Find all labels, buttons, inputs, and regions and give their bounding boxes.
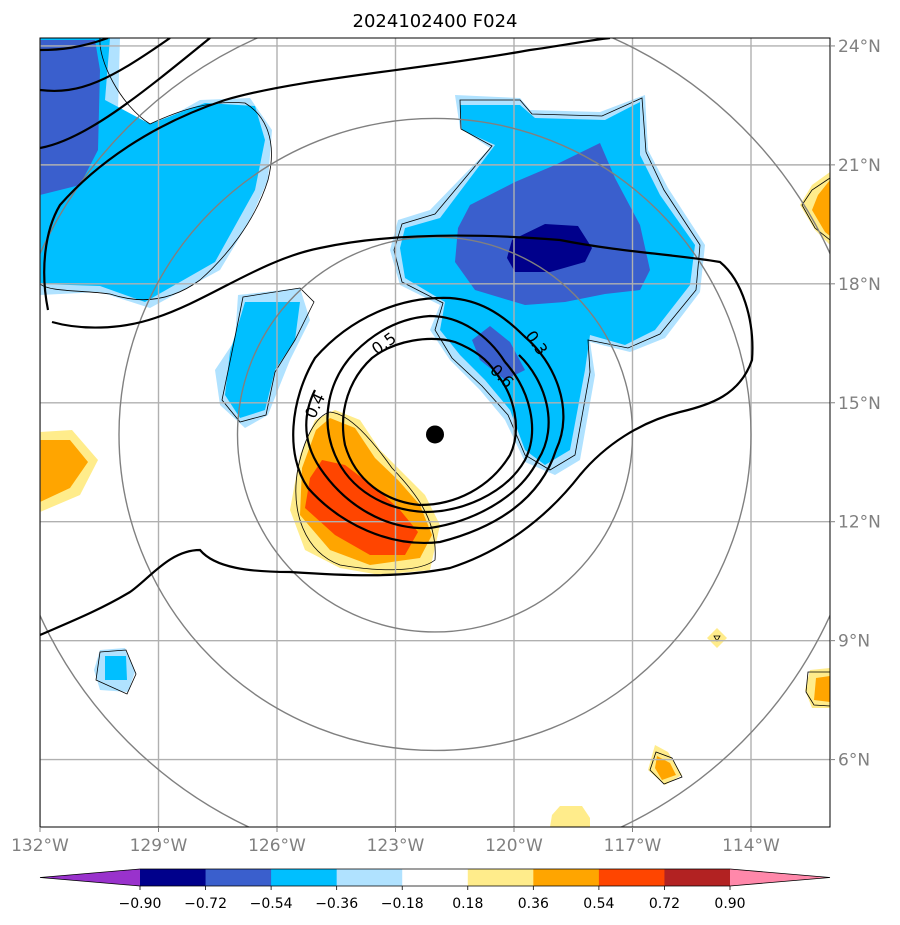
colorbar: −0.90 −0.72 −0.54 −0.36 −0.18 0.18 0.36 0.54 0.7… — [39, 868, 831, 912]
colorbar-bin — [533, 869, 600, 886]
contour-ring-0-4 — [305, 354, 550, 530]
x-tick-label: 129°W — [130, 836, 188, 856]
contour-upper-2 — [40, 38, 171, 92]
negative-field-nc-mid — [455, 143, 650, 305]
y-axis-ticks: 24°N 21°N 18°N 15°N 12°N 9°N 6°N — [830, 37, 881, 771]
x-axis-ticks: 132°W 129°W 126°W 123°W 120°W 117°W 114°W — [11, 827, 780, 856]
colorbar-tick-label: 0.54 — [583, 896, 614, 912]
map-frame — [39, 37, 831, 828]
x-tick-label: 123°W — [367, 836, 425, 856]
positive-field-diamond — [707, 628, 727, 648]
colorbar-extend-low — [40, 869, 140, 886]
negative-field-sw-small — [105, 656, 127, 680]
shaded-fields — [40, 38, 830, 827]
colorbar-tick-label: −0.18 — [381, 896, 424, 912]
positive-field-se — [655, 756, 676, 780]
x-tick-label: 117°W — [604, 836, 662, 856]
colorbar-bin — [336, 869, 403, 886]
map-area: 0.3 0.4 0.5 0.6 — [40, 38, 830, 827]
contour-upper-3 — [40, 38, 211, 150]
colorbar-bin — [205, 869, 272, 886]
colorbar-bin — [140, 869, 207, 886]
positive-field-e — [814, 676, 830, 702]
colorbar-bin — [467, 869, 534, 886]
positive-field-bottom — [550, 806, 590, 827]
y-tick-label: 15°N — [838, 394, 881, 414]
colorbar-tick-label: 0.36 — [518, 896, 549, 912]
positive-field-ne — [812, 180, 830, 236]
y-tick-label: 12°N — [838, 513, 881, 533]
contour-ring-0-6 — [341, 337, 517, 507]
colorbar-tick-label: −0.36 — [315, 896, 358, 912]
storm-center-marker — [426, 425, 444, 444]
colorbar-bin — [271, 869, 338, 886]
y-tick-label: 9°N — [838, 632, 870, 652]
thin-contour-sw-small — [95, 649, 137, 695]
negative-field-west — [225, 302, 300, 418]
x-tick-label: 132°W — [11, 836, 69, 856]
colorbar-tick-label: −0.90 — [119, 896, 162, 912]
colorbar-tick-label: 0.72 — [649, 896, 680, 912]
x-tick-label: 126°W — [248, 836, 306, 856]
contour-ring-0-3 — [292, 296, 565, 544]
contour-ring-0-5 — [326, 314, 534, 514]
y-tick-label: 21°N — [838, 156, 881, 176]
thin-contour-se — [649, 751, 683, 785]
y-tick-label: 6°N — [838, 751, 870, 771]
y-tick-label: 18°N — [838, 275, 881, 295]
positive-field-west — [40, 440, 88, 502]
x-tick-label: 114°W — [722, 836, 780, 856]
x-tick-label: 120°W — [485, 836, 543, 856]
thin-contour-diamond — [713, 635, 721, 642]
y-tick-label: 24°N — [838, 37, 881, 57]
contour-upper-4 — [43, 38, 611, 311]
colorbar-tick-label: −0.72 — [184, 896, 227, 912]
chart-title: 2024102400 F024 — [353, 11, 518, 32]
gridlines — [40, 38, 830, 827]
range-rings — [40, 38, 830, 827]
negative-field-nw-inner — [40, 40, 100, 195]
colorbar-bin — [598, 869, 665, 886]
contour-ring-outer — [40, 234, 754, 637]
contour-upper-1 — [40, 38, 109, 52]
thick-contours — [40, 38, 754, 637]
thin-contour-e — [805, 671, 830, 707]
colorbar-bin — [664, 869, 731, 886]
colorbar-tick-label: 0.18 — [452, 896, 483, 912]
thin-contour-west — [221, 287, 315, 423]
thin-contour-nw — [40, 38, 272, 301]
colorbar-bin — [402, 869, 469, 886]
range-ring — [236, 236, 634, 633]
range-ring — [118, 117, 752, 752]
colorbar-tick-label: −0.54 — [250, 896, 293, 912]
colorbar-extend-high — [730, 869, 830, 886]
colorbar-tick-label: 0.90 — [714, 896, 745, 912]
